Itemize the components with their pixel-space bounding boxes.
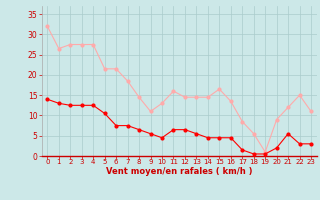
X-axis label: Vent moyen/en rafales ( km/h ): Vent moyen/en rafales ( km/h ) xyxy=(106,167,252,176)
